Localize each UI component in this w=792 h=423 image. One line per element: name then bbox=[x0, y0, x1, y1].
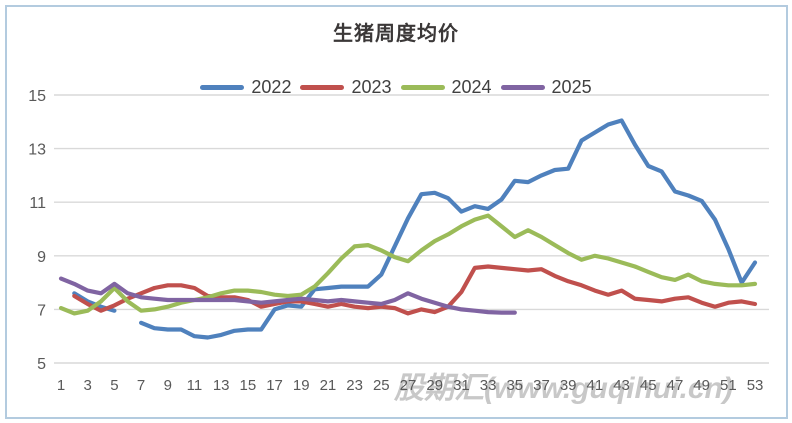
x-tick-label-3: 3 bbox=[84, 377, 92, 394]
x-tick-label-23: 23 bbox=[346, 377, 363, 394]
x-tick-label-33: 33 bbox=[480, 377, 497, 394]
x-tick-label-25: 25 bbox=[373, 377, 390, 394]
x-tick-label-49: 49 bbox=[693, 377, 710, 394]
legend-item-2025: 2025 bbox=[500, 77, 592, 98]
x-tick-label-21: 21 bbox=[320, 377, 337, 394]
x-tick-label-53: 53 bbox=[747, 377, 764, 394]
x-tick-label-11: 11 bbox=[187, 377, 203, 394]
x-tick-label-41: 41 bbox=[587, 377, 604, 394]
x-tick-label-29: 29 bbox=[426, 377, 443, 394]
series-2024-line bbox=[58, 213, 758, 316]
x-tick-label-47: 47 bbox=[667, 377, 684, 394]
chart-title: 生猪周度均价 bbox=[333, 21, 459, 45]
watermark: 股期汇(www.guqihui.cn) bbox=[394, 372, 733, 405]
y-tick-label-9: 9 bbox=[37, 249, 46, 266]
legend-swatch-2022 bbox=[200, 85, 245, 90]
y-tick-label-7: 7 bbox=[37, 302, 46, 319]
legend-swatch-2023 bbox=[300, 85, 345, 90]
x-tick-label-17: 17 bbox=[266, 377, 283, 394]
y-tick-label-5: 5 bbox=[37, 356, 46, 373]
x-tick-label-9: 9 bbox=[164, 377, 172, 394]
legend-label-2025: 2025 bbox=[551, 77, 592, 97]
x-tick-label-43: 43 bbox=[613, 377, 630, 394]
x-tick-label-31: 31 bbox=[453, 377, 470, 394]
x-tick-label-13: 13 bbox=[213, 377, 230, 394]
legend-swatch-2024 bbox=[400, 85, 445, 90]
x-tick-label-35: 35 bbox=[506, 377, 523, 394]
x-tick-label-45: 45 bbox=[640, 377, 657, 394]
series-2025-line bbox=[58, 276, 517, 315]
x-tick-label-5: 5 bbox=[110, 377, 118, 394]
legend-label-2022: 2022 bbox=[251, 77, 292, 97]
legend-item-2023: 2023 bbox=[300, 77, 392, 98]
y-tick-label-11: 11 bbox=[29, 195, 46, 212]
x-tick-label-15: 15 bbox=[240, 377, 257, 394]
x-tick-label-27: 27 bbox=[400, 377, 417, 394]
legend-label-2023: 2023 bbox=[351, 77, 392, 97]
x-tick-label-39: 39 bbox=[560, 377, 577, 394]
legend-swatch-2025 bbox=[500, 85, 545, 90]
y-tick-label-15: 15 bbox=[28, 88, 46, 105]
x-tick-label-19: 19 bbox=[293, 377, 310, 394]
series-2023-line bbox=[72, 264, 758, 316]
legend-label-2024: 2024 bbox=[451, 77, 492, 97]
legend-item-2024: 2024 bbox=[400, 77, 492, 98]
x-tick-label-7: 7 bbox=[137, 377, 145, 394]
x-tick-label-51: 51 bbox=[720, 377, 737, 394]
x-tick-label-37: 37 bbox=[533, 377, 550, 394]
legend: 2022 2023 2024 2025 bbox=[0, 77, 792, 98]
y-tick-label-13: 13 bbox=[28, 142, 46, 159]
x-tick-label-1: 1 bbox=[57, 377, 65, 394]
legend-item-2022: 2022 bbox=[200, 77, 291, 98]
